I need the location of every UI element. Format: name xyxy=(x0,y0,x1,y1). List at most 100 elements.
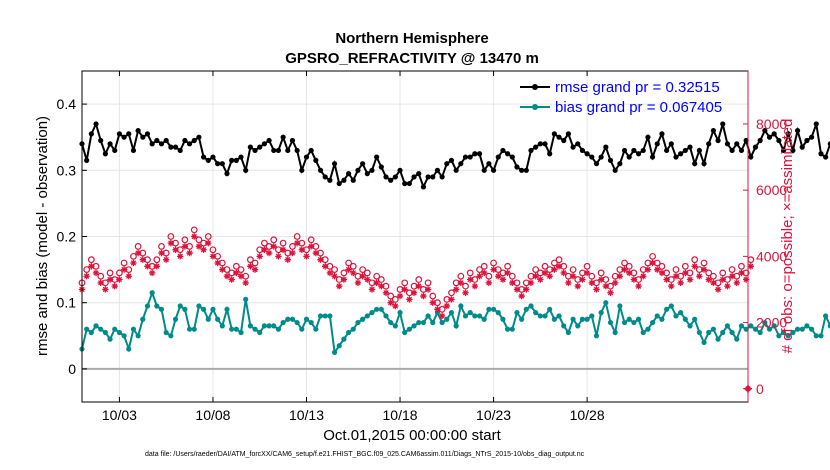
rmse-point xyxy=(158,141,165,147)
rmse-point xyxy=(762,127,768,134)
bias-point xyxy=(631,319,637,326)
obs_assimilated-point xyxy=(583,269,591,277)
obs_assimilated-point xyxy=(228,276,235,283)
obs_assimilated-point xyxy=(106,276,114,283)
bias-point xyxy=(317,313,324,319)
rmse-point xyxy=(135,127,141,134)
x-tick-label-1: 10/08 xyxy=(195,407,230,423)
rmse-point xyxy=(121,134,127,140)
obs_assimilated-point xyxy=(209,253,217,260)
rmse-point xyxy=(430,174,436,180)
legend-bias-marker xyxy=(532,104,538,110)
obs_possible-point xyxy=(307,236,315,244)
rmse-point xyxy=(687,144,693,150)
bias-point xyxy=(144,303,151,309)
bias-point xyxy=(533,310,539,316)
bias-point xyxy=(565,329,572,336)
obs_assimilated-point xyxy=(686,276,694,283)
bias-point xyxy=(785,333,791,339)
obs_assimilated-point xyxy=(116,276,123,283)
bias-point xyxy=(523,306,529,312)
rmse-point xyxy=(275,147,282,154)
obs_assimilated-point xyxy=(481,269,488,277)
bias-point xyxy=(130,326,137,332)
obs_assimilated-point xyxy=(256,253,263,260)
bias-point xyxy=(439,319,445,326)
bias-point xyxy=(678,310,684,316)
obs_possible-point xyxy=(345,259,352,267)
bias-point xyxy=(481,316,487,322)
rmse-point xyxy=(453,167,459,173)
obs_assimilated-point xyxy=(312,249,320,257)
rmse-point xyxy=(364,171,370,177)
rmse-point xyxy=(612,167,618,173)
rmse-point xyxy=(794,127,801,134)
obs_assimilated-point xyxy=(630,276,638,283)
chart-title: Northern Hemisphere xyxy=(335,30,488,47)
rmse-point xyxy=(523,167,529,173)
obs_assimilated-point xyxy=(541,269,549,277)
obs_assimilated-point xyxy=(705,276,712,283)
obs_assimilated-point xyxy=(102,286,109,293)
obs_possible-point xyxy=(349,262,357,270)
bias-point xyxy=(734,336,740,342)
obs_assimilated-point xyxy=(139,256,147,263)
obs_assimilated-point xyxy=(518,292,525,300)
y-right-tick-label-2: 4000 xyxy=(756,248,787,264)
obs_possible-point xyxy=(490,259,497,267)
obs_assimilated-point xyxy=(728,273,736,280)
rmse-point xyxy=(271,147,277,154)
rmse-point xyxy=(331,161,338,167)
obs_possible-point xyxy=(672,266,680,274)
obs_assimilated-point xyxy=(205,239,212,247)
obs_assimilated-point xyxy=(635,282,642,290)
rmse-point xyxy=(434,167,441,173)
legend-bias-label: bias grand pr = 0.067405 xyxy=(555,99,722,116)
rmse-point xyxy=(752,144,759,150)
bias-point xyxy=(692,316,698,322)
obs_possible-point xyxy=(709,272,717,280)
x-axis-label: Oct.01,2015 00:00:00 start xyxy=(323,427,501,444)
rmse-point xyxy=(780,147,787,154)
obs_assimilated-point xyxy=(588,279,595,287)
obs_assimilated-point xyxy=(97,279,104,287)
rmse-point xyxy=(635,151,642,157)
obs_possible-point xyxy=(373,272,381,280)
bias-point xyxy=(191,326,197,332)
rmse-point xyxy=(402,180,408,187)
obs_assimilated-point xyxy=(162,256,170,263)
rmse-point xyxy=(154,137,160,144)
rmse-point xyxy=(673,154,679,160)
bias-point xyxy=(668,303,674,309)
obs_possible-point xyxy=(190,226,198,234)
obs_assimilated-point xyxy=(429,299,436,306)
obs_assimilated-point xyxy=(616,273,624,280)
bias-point xyxy=(626,316,632,322)
obs_assimilated-point xyxy=(130,259,137,267)
rmse-point xyxy=(439,174,445,180)
rmse-point xyxy=(757,137,763,144)
bias-point xyxy=(570,316,576,322)
bias-point xyxy=(598,310,604,316)
obs_assimilated-point xyxy=(247,263,254,270)
rmse-point xyxy=(285,147,291,154)
rmse-point xyxy=(345,171,352,177)
obs_assimilated-point xyxy=(181,243,189,250)
rmse-point xyxy=(98,137,104,144)
rmse-point xyxy=(640,147,646,154)
bias-point xyxy=(420,319,427,326)
rmse-point xyxy=(411,174,417,180)
rmse-point xyxy=(589,154,595,160)
rmse-point xyxy=(369,167,375,173)
obs_possible-point xyxy=(424,279,432,287)
rmse-point xyxy=(448,157,455,163)
obs_possible-point xyxy=(83,266,91,274)
obs_assimilated-point xyxy=(350,269,357,277)
rmse-point xyxy=(360,161,366,167)
bias-point xyxy=(215,316,221,322)
rmse-point xyxy=(388,177,394,183)
rmse-point xyxy=(533,144,539,150)
bias-point xyxy=(285,316,291,322)
bias-point xyxy=(126,346,132,352)
obs_possible-point xyxy=(691,256,699,264)
